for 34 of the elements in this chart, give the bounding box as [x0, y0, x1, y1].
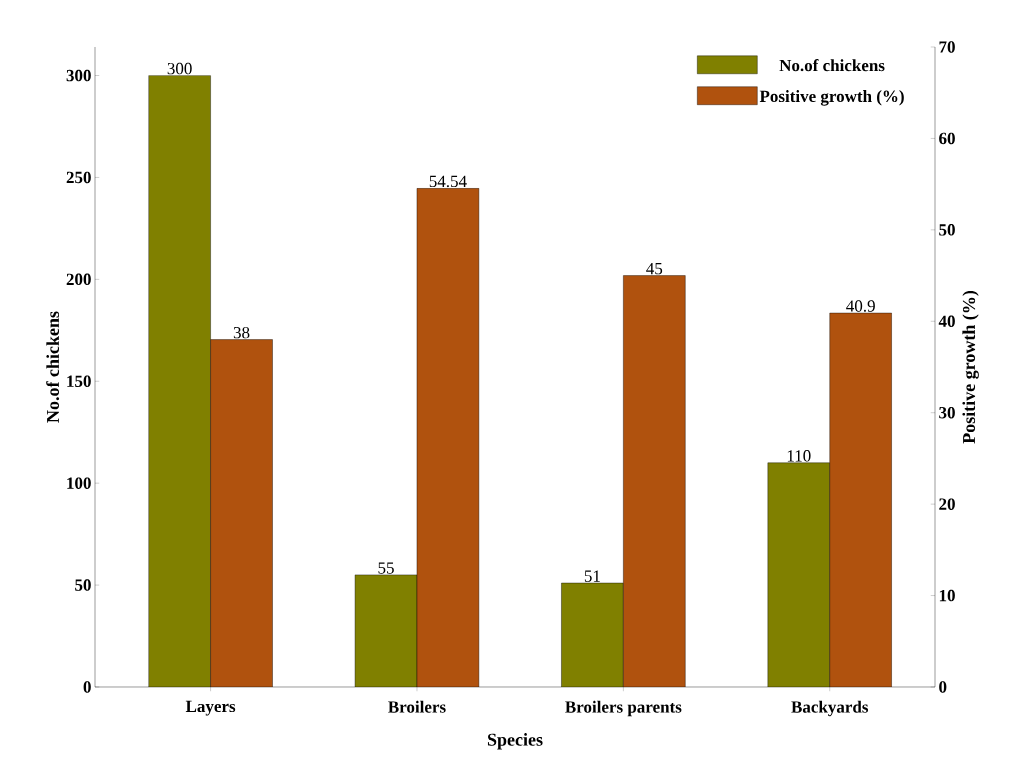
y2-tick-label: 20 [939, 498, 955, 510]
y2-axis-title: Positive growth (%) [962, 290, 979, 444]
y2-tick-label: 40 [938, 315, 955, 328]
x-tick-label: Layers [185, 700, 236, 716]
y-tick-label: 200 [66, 273, 91, 286]
y2-tick-label: 70 [939, 41, 955, 53]
x-axis-title: Species [487, 733, 543, 750]
data-label: 110 [787, 450, 811, 462]
y2-tick-label: 60 [939, 132, 955, 145]
y2-tick-label: 0 [939, 681, 947, 693]
y-tick-label: 0 [83, 681, 91, 693]
data-label: 51 [584, 570, 600, 582]
data-label: 54.54 [429, 175, 467, 188]
y-tick-label: 150 [67, 375, 91, 387]
y-tick-label: 50 [75, 579, 91, 591]
data-label: 45 [646, 263, 663, 275]
legend-label: Positive growth (%) [759, 90, 904, 106]
legend-label: No.of chickens [779, 59, 885, 72]
y-axis-title: No.of chickens [46, 311, 60, 423]
y-tick-label: 100 [67, 477, 91, 489]
y-tick-label: 300 [66, 69, 91, 82]
bar [561, 583, 624, 687]
data-label: 38 [233, 326, 250, 339]
data-label: 300 [167, 62, 192, 75]
data-label: 55 [378, 562, 394, 574]
x-tick-label: Broilers [388, 700, 446, 713]
x-tick-label: Broilers parents [565, 700, 682, 717]
x-tick-label: Backyards [791, 700, 869, 717]
y2-tick-label: 30 [939, 406, 955, 419]
bar [355, 574, 417, 687]
data-label: 40.9 [846, 300, 875, 312]
y2-tick-label: 50 [939, 224, 955, 236]
y2-tick-label: 10 [939, 589, 955, 602]
y-tick-label: 250 [66, 171, 91, 184]
